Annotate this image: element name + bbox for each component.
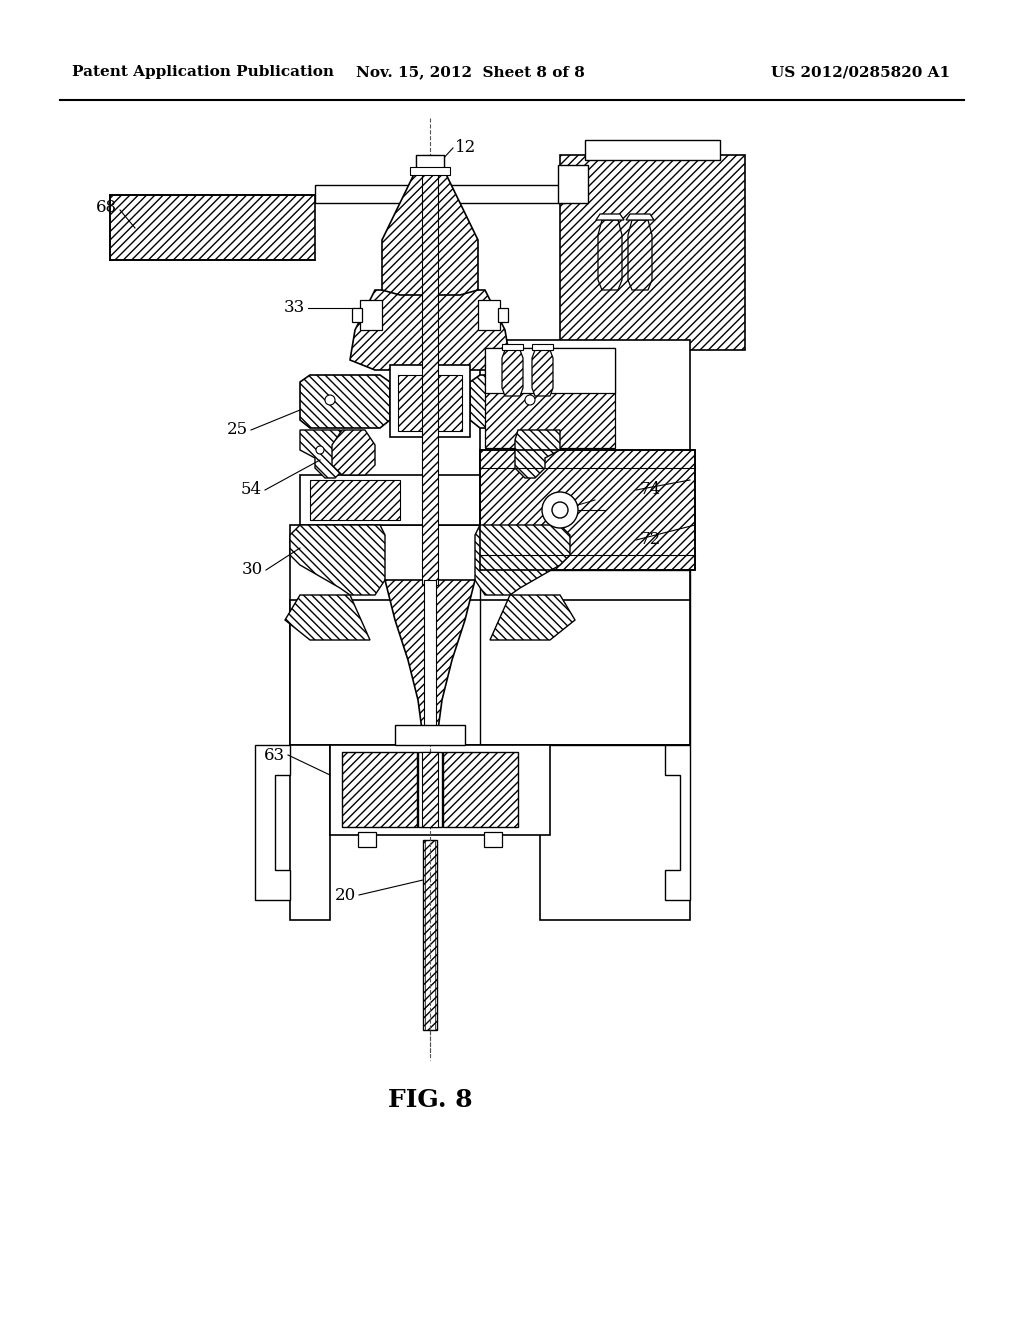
Bar (498, 308, 508, 322)
Text: 12: 12 (455, 140, 476, 157)
Bar (290, 525, 690, 744)
Bar (342, 752, 417, 828)
Text: FIG. 8: FIG. 8 (388, 1088, 472, 1111)
Bar (398, 375, 462, 432)
Bar (424, 579, 436, 730)
Bar (290, 744, 330, 920)
Text: Nov. 15, 2012  Sheet 8 of 8: Nov. 15, 2012 Sheet 8 of 8 (355, 65, 585, 79)
Bar (422, 752, 438, 828)
Polygon shape (290, 525, 385, 595)
Polygon shape (665, 744, 690, 900)
Bar (480, 341, 690, 565)
Bar (558, 165, 588, 203)
Bar (485, 348, 615, 447)
Text: Patent Application Publication: Patent Application Publication (72, 65, 334, 79)
Polygon shape (626, 214, 654, 220)
Text: 33: 33 (284, 300, 305, 317)
Bar (480, 450, 695, 570)
Bar (315, 185, 565, 203)
Bar (358, 832, 376, 847)
Polygon shape (490, 595, 575, 640)
Bar (480, 570, 690, 744)
Text: 74: 74 (640, 482, 662, 499)
Bar (540, 744, 690, 920)
Polygon shape (502, 350, 523, 396)
Polygon shape (285, 595, 370, 640)
Bar (410, 168, 450, 176)
Circle shape (552, 502, 568, 517)
Polygon shape (385, 579, 475, 730)
Bar (290, 601, 690, 744)
Bar (310, 480, 400, 520)
Bar (418, 752, 442, 828)
Text: 30: 30 (242, 561, 263, 578)
Bar (443, 752, 518, 828)
Bar (352, 308, 362, 322)
Polygon shape (515, 430, 560, 478)
Circle shape (325, 395, 335, 405)
Circle shape (316, 446, 324, 454)
Polygon shape (255, 744, 290, 900)
Polygon shape (596, 214, 624, 220)
Bar (485, 348, 615, 393)
Polygon shape (350, 290, 510, 370)
Polygon shape (332, 430, 375, 475)
Text: 20: 20 (335, 887, 356, 903)
Polygon shape (598, 220, 622, 290)
Bar (416, 154, 444, 170)
Bar (585, 140, 720, 160)
Bar (423, 840, 437, 1030)
Bar (110, 195, 315, 260)
Text: US 2012/0285820 A1: US 2012/0285820 A1 (771, 65, 950, 79)
Polygon shape (382, 170, 478, 294)
Bar (300, 475, 480, 525)
Bar (484, 832, 502, 847)
Circle shape (542, 492, 578, 528)
Polygon shape (470, 375, 560, 428)
Text: 72: 72 (640, 532, 662, 549)
Text: 63: 63 (264, 747, 285, 763)
Bar (422, 154, 438, 585)
Text: 54: 54 (241, 482, 262, 499)
Bar (360, 300, 382, 330)
Polygon shape (502, 345, 523, 350)
Polygon shape (475, 525, 570, 595)
Circle shape (525, 395, 535, 405)
Bar (395, 725, 465, 744)
Bar (390, 366, 470, 437)
Polygon shape (532, 345, 553, 350)
Text: 68: 68 (96, 198, 117, 215)
Polygon shape (628, 220, 652, 290)
Text: 25: 25 (227, 421, 248, 438)
Bar (478, 300, 500, 330)
Polygon shape (300, 430, 345, 478)
Bar (560, 154, 745, 350)
Bar (330, 744, 550, 836)
Polygon shape (532, 350, 553, 396)
Bar (480, 450, 695, 570)
Polygon shape (300, 375, 390, 428)
